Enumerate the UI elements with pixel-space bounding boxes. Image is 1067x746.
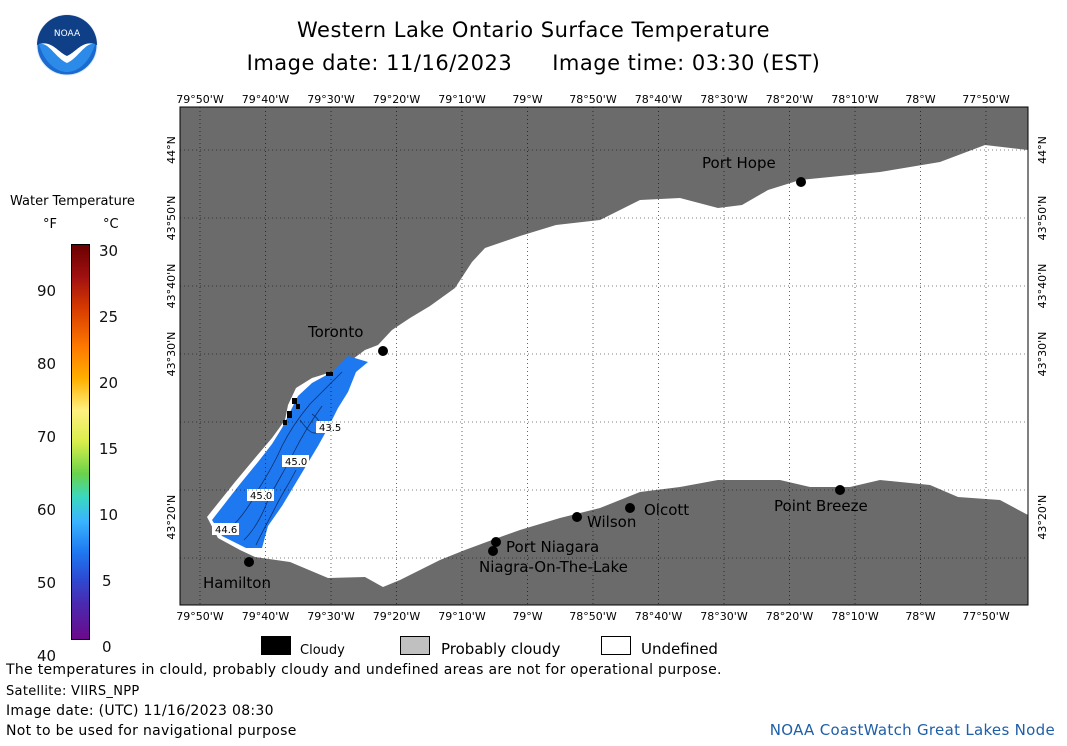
key-cloudy-label: Cloudy <box>300 643 345 658</box>
city-point-breeze: Point Breeze <box>774 497 868 515</box>
lon-top-label: 78°50'W <box>569 93 617 106</box>
noaa-logo: NOAA <box>36 14 98 76</box>
color-scale-bar <box>71 244 90 640</box>
lon-top-label: 78°W <box>905 93 935 106</box>
lon-top-label: 79°W <box>512 93 542 106</box>
lon-top-label: 79°30'W <box>307 93 355 106</box>
svg-text:43.5: 43.5 <box>319 423 341 434</box>
lon-bottom-label: 79°50'W <box>176 610 224 623</box>
lon-bottom-label: 78°20'W <box>766 610 814 623</box>
lon-bottom-label: 78°40'W <box>635 610 683 623</box>
legend-tick-c: 30 <box>99 242 119 260</box>
svg-text:45.0: 45.0 <box>250 491 272 502</box>
legend-tick-c: 15 <box>99 440 119 458</box>
lon-bottom-label: 79°40'W <box>242 610 290 623</box>
satellite-text: Satellite: VIIRS_NPP <box>6 684 140 699</box>
key-cloudy-swatch <box>261 636 291 655</box>
isotherm-labels: 43.5 45.0 45.0 44.6 <box>212 421 343 536</box>
svg-text:NOAA: NOAA <box>54 29 81 39</box>
legend-unit-c: °C <box>103 217 119 232</box>
legend-tick-f: 80 <box>37 355 57 373</box>
city-olcott: Olcott <box>644 501 689 519</box>
image-time: Image time: 03:30 (EST) <box>552 51 821 75</box>
key-probably-cloudy-label: Probably cloudy <box>441 640 561 658</box>
lon-bottom-label: 79°20'W <box>373 610 421 623</box>
image-date: Image date: 11/16/2023 <box>246 51 513 75</box>
city-niagara-on-the-lake: Niagra-On-The-Lake <box>479 558 628 576</box>
image-date-time: Image date: 11/16/2023 Image time: 03:30 … <box>0 51 1067 75</box>
legend-title: Water Temperature <box>10 194 135 209</box>
lat-left-label: 43°30'N <box>165 332 178 377</box>
lat-lon-grid <box>180 107 1028 605</box>
lat-left-label: 43°40'N <box>165 264 178 309</box>
lon-top-label: 78°30'W <box>700 93 748 106</box>
lon-bottom-label: 78°W <box>905 610 935 623</box>
lon-bottom-label: 79°W <box>512 610 542 623</box>
lon-bottom-label: 78°50'W <box>569 610 617 623</box>
svg-text:45.0: 45.0 <box>285 457 307 468</box>
city-markers: Port Hope Toronto Hamilton Port Niagara … <box>203 154 868 592</box>
lat-right-label: 43°50'N <box>1036 196 1049 241</box>
lake-water <box>207 145 1028 587</box>
credit-text: NOAA CoastWatch Great Lakes Node <box>769 721 1055 739</box>
lat-right-label: 43°20'N <box>1036 495 1049 540</box>
lat-right-label: 43°40'N <box>1036 264 1049 309</box>
legend-unit-f: °F <box>43 217 57 232</box>
map-frame <box>179 106 1029 606</box>
legend-tick-c: 5 <box>102 572 112 590</box>
key-undefined-swatch <box>601 636 631 655</box>
legend-tick-f: 90 <box>37 282 57 300</box>
navigation-warning: Not to be used for navigational purpose <box>6 723 297 739</box>
lon-top-label: 78°10'W <box>831 93 879 106</box>
lat-left-label: 43°50'N <box>165 196 178 241</box>
isotherm-lines <box>227 371 343 546</box>
lat-right-label: 43°30'N <box>1036 332 1049 377</box>
key-undefined-label: Undefined <box>641 640 718 658</box>
lon-top-label: 78°40'W <box>635 93 683 106</box>
disclaimer-text: The temperatures in clould, probably clo… <box>6 662 722 678</box>
lon-top-label: 79°10'W <box>438 93 486 106</box>
cloudy-pixels <box>283 372 333 425</box>
legend-tick-f: 70 <box>37 428 57 446</box>
lon-bottom-label: 78°30'W <box>700 610 748 623</box>
lon-bottom-label: 79°10'W <box>438 610 486 623</box>
lon-top-label: 79°20'W <box>373 93 421 106</box>
city-wilson: Wilson <box>587 513 636 531</box>
lat-right-label: 44°N <box>1036 136 1049 164</box>
legend-tick-c: 0 <box>102 638 112 656</box>
lat-left-label: 44°N <box>165 136 178 164</box>
legend-tick-f: 40 <box>37 647 57 665</box>
lon-bottom-label: 78°10'W <box>831 610 879 623</box>
city-port-hope: Port Hope <box>702 154 776 172</box>
legend-tick-c: 20 <box>99 374 119 392</box>
city-port-niagara: Port Niagara <box>506 538 599 556</box>
key-probably-cloudy-swatch <box>400 636 430 655</box>
legend-tick-f: 50 <box>37 574 57 592</box>
city-toronto: Toronto <box>307 323 363 341</box>
lon-top-label: 79°40'W <box>242 93 290 106</box>
city-hamilton: Hamilton <box>203 574 271 592</box>
legend-tick-c: 10 <box>99 506 119 524</box>
utc-date-text: Image date: (UTC) 11/16/2023 08:30 <box>6 703 274 719</box>
lon-bottom-label: 77°50'W <box>962 610 1010 623</box>
page-title: Western Lake Ontario Surface Temperature <box>296 18 770 42</box>
lon-top-label: 77°50'W <box>962 93 1010 106</box>
legend-tick-f: 60 <box>37 501 57 519</box>
svg-text:44.6: 44.6 <box>215 525 237 536</box>
lon-top-label: 79°50'W <box>176 93 224 106</box>
lon-bottom-label: 79°30'W <box>307 610 355 623</box>
lon-top-label: 78°20'W <box>766 93 814 106</box>
legend-tick-c: 25 <box>99 308 119 326</box>
lat-left-label: 43°20'N <box>165 495 178 540</box>
